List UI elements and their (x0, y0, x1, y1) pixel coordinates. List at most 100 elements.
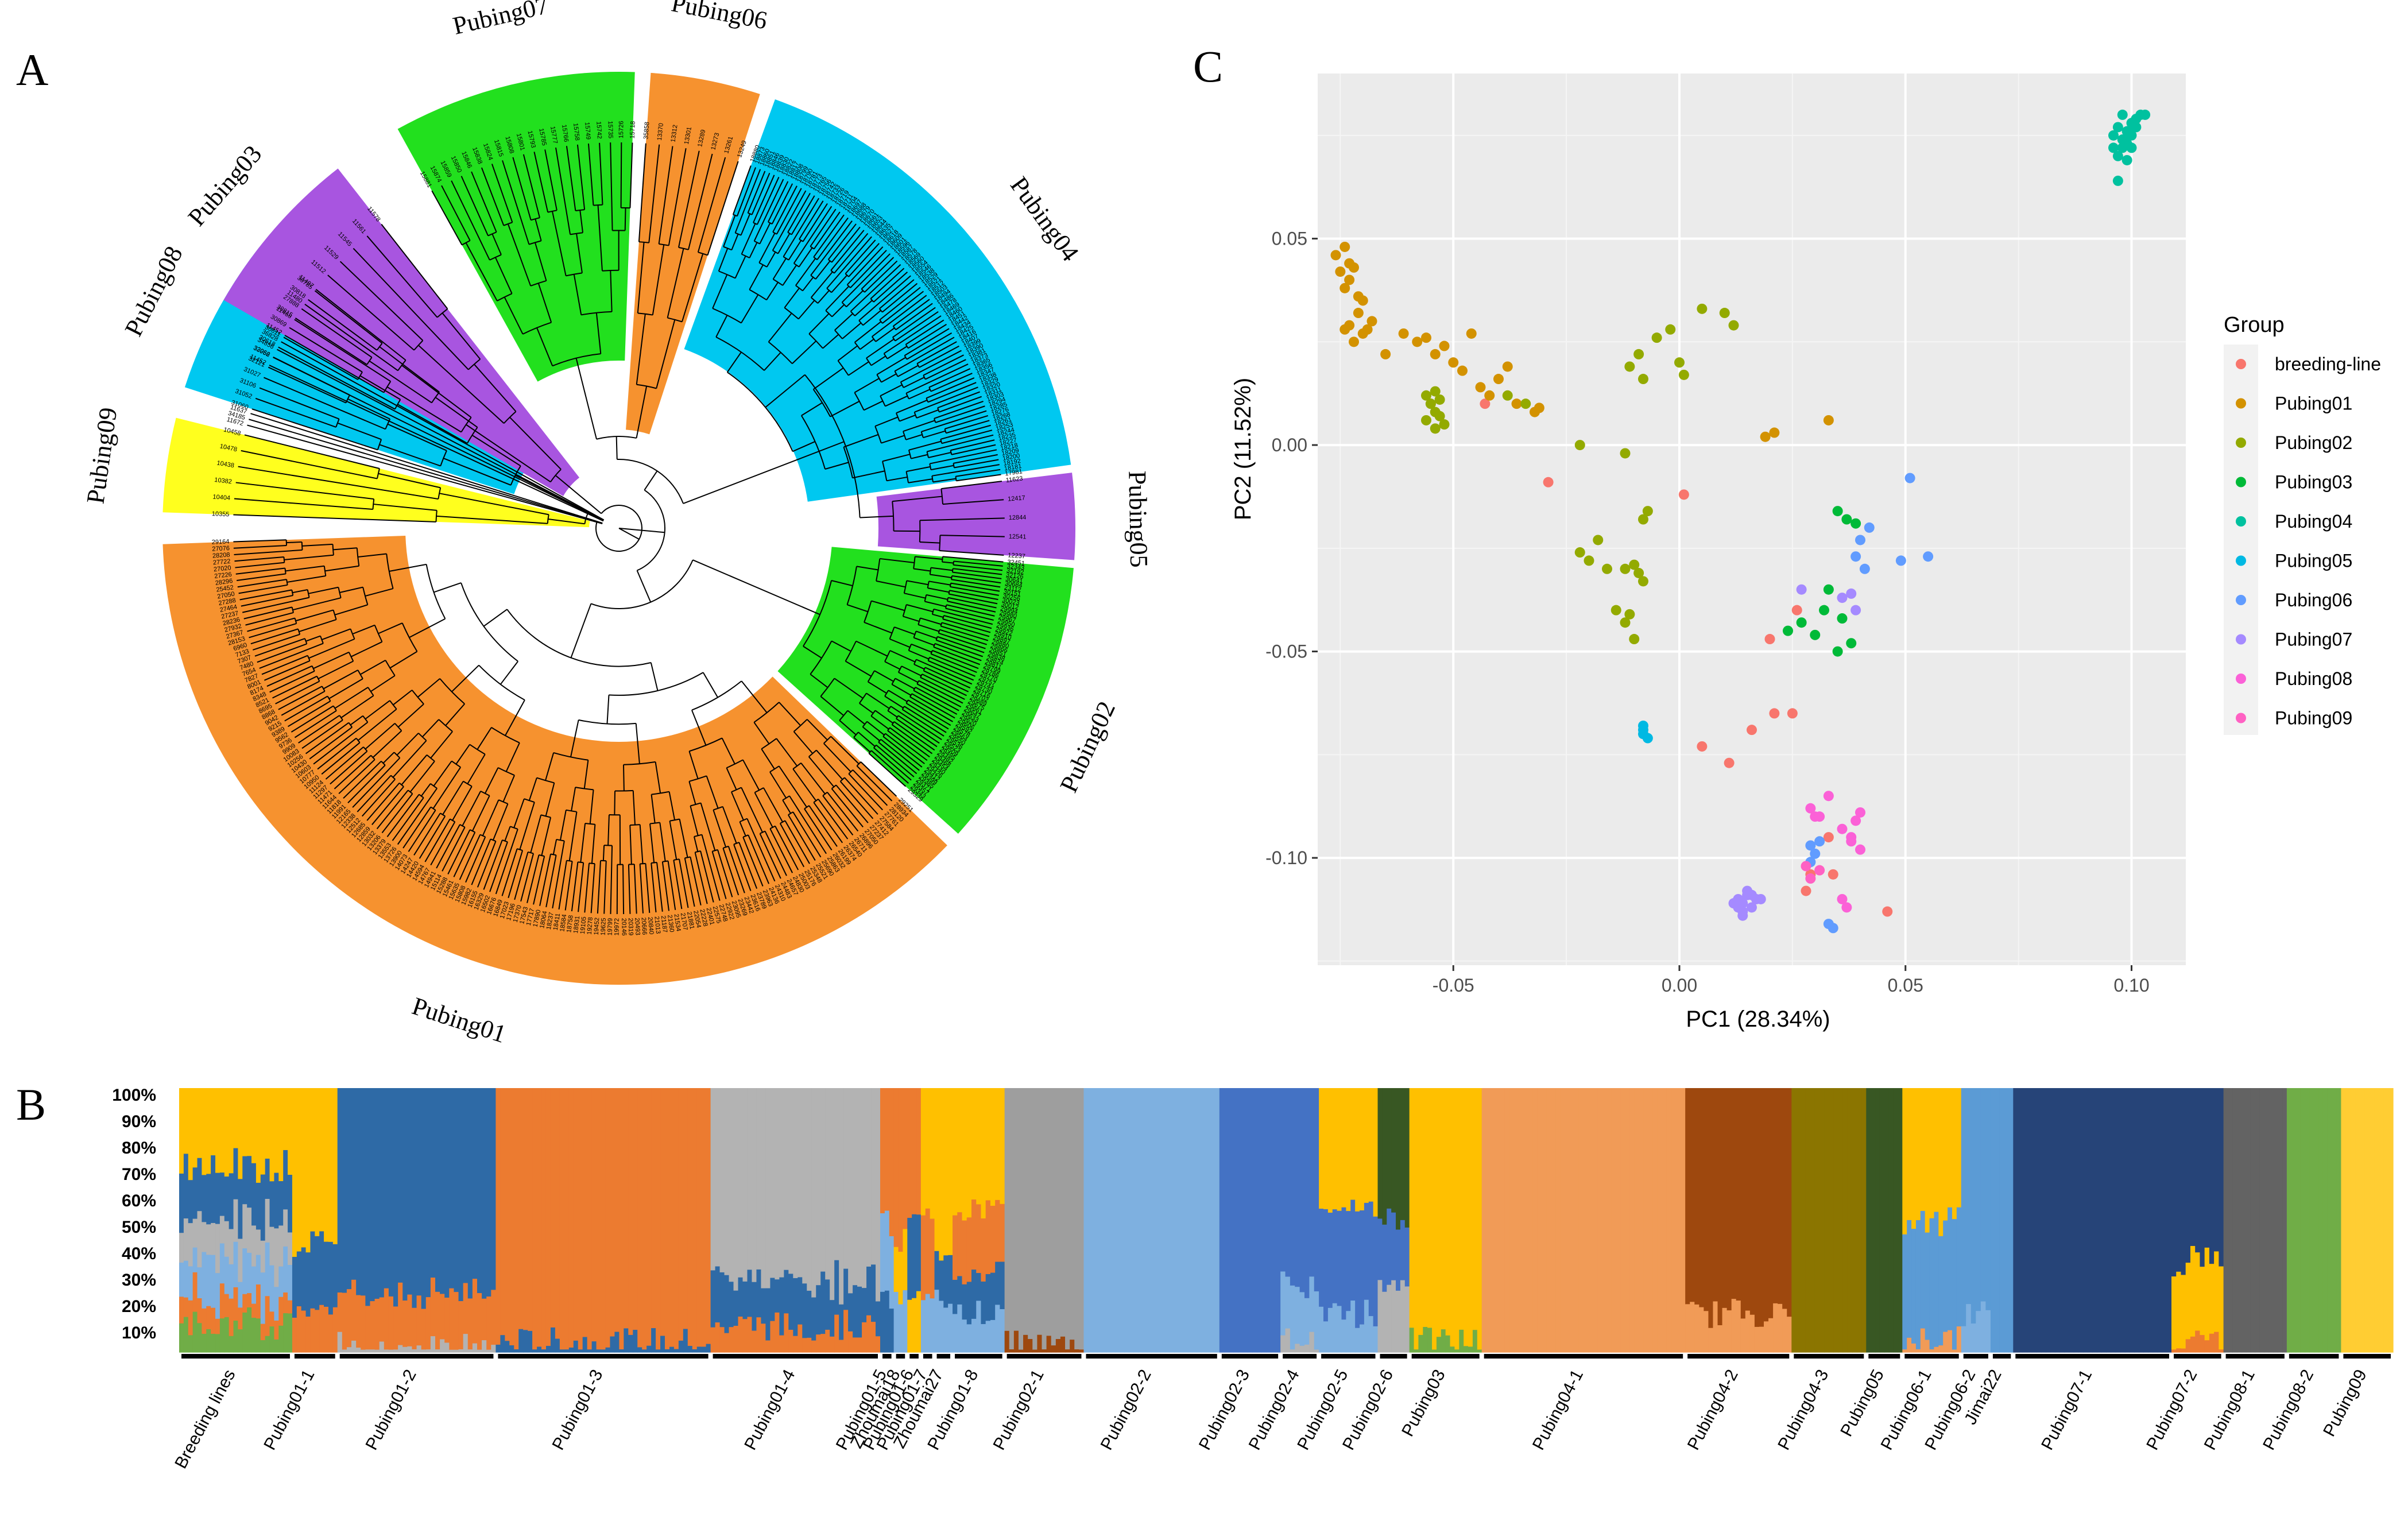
tree-branch (295, 609, 334, 622)
tree-branch (474, 363, 517, 412)
structure-bar-segment (848, 1331, 853, 1353)
tree-leaf-label: 17981 (1005, 468, 1023, 477)
tree-branch (846, 246, 884, 285)
structure-y-tick-label: 40% (122, 1244, 156, 1263)
structure-bar-segment (2166, 1088, 2172, 1353)
tree-leaf-label: 27288 (218, 597, 237, 607)
tree-arc (381, 761, 386, 766)
structure-bar-segment (2250, 1088, 2256, 1353)
structure-bar-segment (449, 1288, 455, 1350)
structure-bar-segment (412, 1088, 417, 1309)
structure-bar-segment (2273, 1088, 2278, 1353)
tree-branch (334, 687, 369, 709)
structure-bar-segment (305, 1252, 311, 1317)
tree-branch (882, 282, 918, 313)
structure-bar-segment (1778, 1303, 1783, 1353)
structure-bar-segment (802, 1283, 807, 1338)
tree-leaf-label: 18758 (566, 915, 575, 933)
structure-bar-segment (278, 1266, 284, 1298)
tree-branch (789, 795, 827, 854)
structure-bar-segment (1391, 1212, 1396, 1281)
structure-bar-segment (733, 1088, 739, 1291)
structure-bar-segment (788, 1274, 793, 1330)
structure-bar-segment (939, 1301, 944, 1353)
structure-bar-segment (857, 1088, 862, 1287)
tree-arc (438, 487, 442, 500)
structure-bar-segment (1519, 1088, 1524, 1353)
structure-bar-segment (1726, 1088, 1732, 1311)
structure-bar-segment (425, 1349, 431, 1353)
structure-bar-segment (948, 1303, 953, 1353)
tree-branch (701, 834, 721, 901)
structure-bar-segment (2022, 1088, 2028, 1353)
tree-branch (629, 825, 632, 865)
structure-bar-segment (472, 1343, 478, 1353)
tree-branch (944, 415, 989, 429)
tree-leaf-label: 12541 (1009, 533, 1027, 541)
structure-bar-segment (1796, 1088, 1802, 1353)
structure-bar-segment (1299, 1088, 1305, 1293)
tree-branch (858, 732, 876, 747)
clade-label-pubing09: Pubing09 (81, 405, 122, 505)
structure-bar-segment (2097, 1088, 2102, 1353)
tree-branch (238, 466, 439, 500)
structure-bar-segment (435, 1088, 440, 1292)
tree-leaf-label: 18192 (1003, 458, 1021, 467)
tree-branch (558, 860, 567, 910)
structure-bar-segment (1671, 1088, 1677, 1353)
clade-label-pubing04: Pubing04 (1005, 172, 1085, 266)
structure-bar-segment (1690, 1302, 1695, 1353)
structure-bar-segment (1999, 1088, 2005, 1353)
structure-bar-segment (2013, 1088, 2019, 1353)
tree-branch (234, 549, 303, 556)
tree-branch (929, 656, 975, 677)
structure-bar-segment (848, 1293, 853, 1332)
structure-group-label: Pubing03 (1398, 1367, 1449, 1439)
tree-branch (874, 670, 894, 682)
tree-branch (854, 300, 873, 316)
structure-bar-segment (1174, 1088, 1179, 1353)
tree-arc (506, 609, 652, 667)
tree-branch (347, 398, 390, 420)
tree-branch (896, 399, 928, 414)
structure-bar-segment (893, 1247, 899, 1292)
tree-branch (578, 862, 584, 912)
structure-bar-segment (1731, 1299, 1737, 1353)
tree-branch (551, 211, 567, 276)
structure-bar-segment (265, 1336, 270, 1353)
tree-branch (302, 543, 333, 547)
tree-branch (687, 153, 713, 250)
structure-bar-segment (224, 1294, 230, 1318)
tree-branch (943, 614, 992, 629)
pca-point-pubing01 (1366, 316, 1377, 327)
structure-bar-segment (2204, 1247, 2210, 1341)
structure-bar-segment (1445, 1088, 1451, 1336)
tree-branch (860, 761, 897, 797)
structure-bar-segment (1634, 1088, 1640, 1353)
tree-branch (879, 279, 915, 309)
tree-arc (498, 767, 515, 776)
structure-bar-segment (1275, 1088, 1281, 1353)
structure-bar-segment (514, 1349, 519, 1353)
structure-bar-segment (985, 1274, 991, 1321)
structure-bar-segment (1956, 1207, 1962, 1327)
structure-bar-segment (656, 1349, 661, 1353)
pca-point-pubing06 (1805, 840, 1816, 851)
structure-bar-segment (614, 1088, 620, 1333)
structure-bar-segment (444, 1297, 450, 1344)
structure-bar-segment (1355, 1328, 1360, 1353)
structure-bar-segment (1472, 1088, 1478, 1330)
structure-bar-segment (454, 1292, 459, 1350)
tree-branch (902, 709, 944, 737)
tree-branch (932, 613, 944, 618)
tree-branch (723, 215, 736, 247)
structure-bar-segment (1454, 1088, 1459, 1350)
structure-bar-segment (283, 1292, 288, 1314)
structure-bar-segment (1133, 1088, 1139, 1353)
tree-branch (947, 601, 996, 613)
structure-bar-segment (2219, 1266, 2224, 1350)
tree-arc (848, 769, 854, 775)
tree-branch (637, 242, 645, 314)
structure-bar-segment (738, 1277, 744, 1317)
structure-bar-segment (2153, 1088, 2158, 1353)
